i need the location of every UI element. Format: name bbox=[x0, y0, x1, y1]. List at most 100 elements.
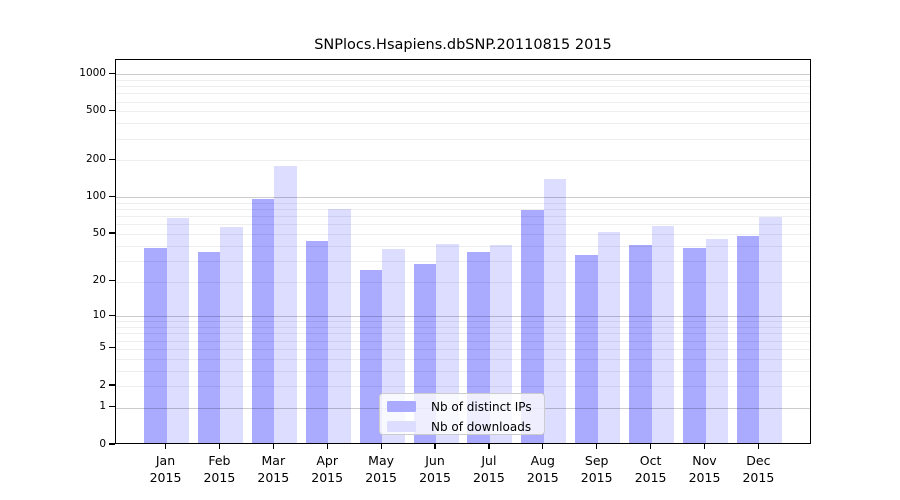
gridline-major-10 bbox=[116, 316, 810, 318]
gridline-minor-800 bbox=[116, 86, 810, 88]
gridline-minor-3 bbox=[116, 370, 810, 372]
x-tick-month-apr: Apr bbox=[316, 453, 338, 468]
plot-area bbox=[115, 59, 811, 444]
gridline-minor-70 bbox=[116, 216, 810, 218]
bar-mar-distinct-ips bbox=[251, 199, 275, 443]
x-tick-year-jan: 2015 bbox=[149, 470, 182, 485]
gridline-minor-6 bbox=[116, 340, 810, 342]
bar-nov-distinct-ips bbox=[683, 247, 706, 443]
x-tick-mark-aug bbox=[542, 444, 544, 449]
y-tick-mark-0 bbox=[109, 443, 115, 445]
legend-label-downloads: Nb of downloads bbox=[431, 419, 532, 434]
x-tick-mark-mar bbox=[272, 444, 274, 449]
x-tick-label-jun: Jun 2015 bbox=[405, 452, 465, 486]
bar-mar-downloads bbox=[274, 166, 297, 443]
x-tick-year-jun: 2015 bbox=[419, 470, 451, 485]
gridline-minor-50 bbox=[116, 234, 810, 235]
x-tick-label-dec: Dec 2015 bbox=[728, 452, 788, 486]
gridline-minor-400 bbox=[116, 123, 810, 125]
bar-aug-downloads bbox=[543, 178, 567, 443]
x-tick-label-apr: Apr 2015 bbox=[297, 452, 357, 486]
bar-feb-downloads bbox=[220, 226, 243, 443]
bar-oct-downloads bbox=[651, 226, 675, 443]
legend: Nb of distinct IPs Nb of downloads bbox=[379, 393, 545, 435]
gridline-minor-600 bbox=[116, 101, 810, 103]
bar-feb-distinct-ips bbox=[197, 252, 221, 443]
bar-aug-distinct-ips bbox=[521, 209, 544, 443]
y-tick-label-10: 10 bbox=[92, 308, 106, 321]
y-tick-mark-20 bbox=[109, 280, 115, 282]
legend-swatch-distinct-ips bbox=[387, 401, 416, 412]
legend-item-downloads: Nb of downloads bbox=[380, 418, 544, 435]
y-tick-mark-1 bbox=[109, 406, 115, 408]
y-tick-mark-500 bbox=[109, 109, 115, 111]
x-tick-month-aug: Aug bbox=[530, 453, 555, 468]
y-tick-label-0: 0 bbox=[99, 437, 106, 450]
gridline-minor-700 bbox=[116, 93, 810, 95]
x-tick-mark-apr bbox=[326, 444, 328, 449]
x-tick-year-oct: 2015 bbox=[634, 470, 667, 485]
gridline-minor-900 bbox=[116, 79, 810, 81]
chart-title: SNPlocs.Hsapiens.dbSNP.20110815 2015 bbox=[314, 37, 612, 53]
legend-item-distinct-ips: Nb of distinct IPs bbox=[380, 398, 544, 415]
x-tick-year-dec: 2015 bbox=[742, 470, 775, 485]
x-tick-mark-sep bbox=[596, 444, 598, 449]
y-tick-label-200: 200 bbox=[85, 152, 106, 165]
y-tick-mark-5 bbox=[109, 347, 115, 349]
gridline-minor-20 bbox=[116, 281, 810, 283]
x-tick-label-aug: Aug 2015 bbox=[513, 452, 573, 486]
y-tick-label-500: 500 bbox=[85, 103, 106, 116]
bar-may-distinct-ips bbox=[359, 270, 383, 443]
x-tick-mark-nov bbox=[703, 444, 706, 449]
x-tick-label-may: May 2015 bbox=[351, 452, 411, 486]
y-tick-label-20: 20 bbox=[92, 274, 106, 287]
bar-dec-downloads bbox=[759, 217, 782, 443]
legend-swatch-downloads bbox=[387, 421, 416, 432]
y-tick-mark-2 bbox=[109, 384, 115, 386]
gridline-minor-2 bbox=[116, 386, 810, 387]
x-tick-month-may: May bbox=[368, 453, 395, 468]
x-tick-month-oct: Oct bbox=[639, 453, 662, 468]
bar-nov-downloads bbox=[705, 238, 728, 443]
y-tick-mark-10 bbox=[109, 314, 115, 316]
x-tick-mark-jan bbox=[164, 444, 167, 449]
x-tick-mark-jul bbox=[488, 444, 490, 449]
gridline-minor-80 bbox=[116, 209, 810, 211]
x-tick-year-sep: 2015 bbox=[580, 470, 613, 485]
y-tick-label-2: 2 bbox=[99, 378, 106, 391]
x-tick-label-nov: Nov 2015 bbox=[675, 452, 735, 486]
y-tick-mark-1000 bbox=[109, 72, 115, 74]
gridline-minor-90 bbox=[116, 202, 810, 204]
bar-jan-distinct-ips bbox=[144, 247, 167, 443]
x-tick-month-nov: Nov bbox=[692, 453, 717, 468]
x-tick-mark-dec bbox=[757, 444, 760, 449]
x-tick-month-jun: Jun bbox=[425, 453, 445, 468]
gridline-minor-7 bbox=[116, 333, 810, 335]
gridline-minor-500 bbox=[116, 111, 810, 113]
x-tick-label-feb: Feb 2015 bbox=[189, 452, 249, 486]
x-tick-month-sep: Sep bbox=[584, 453, 609, 468]
bar-dec-distinct-ips bbox=[736, 236, 760, 443]
x-tick-label-mar: Mar 2015 bbox=[243, 452, 303, 486]
y-tick-label-1000: 1000 bbox=[79, 66, 106, 79]
gridline-minor-9 bbox=[116, 321, 810, 323]
x-tick-month-feb: Feb bbox=[208, 453, 231, 468]
legend-label-distinct-ips: Nb of distinct IPs bbox=[431, 399, 532, 414]
x-tick-label-jan: Jan 2015 bbox=[136, 452, 196, 486]
gridline-minor-60 bbox=[116, 224, 810, 226]
bar-jan-downloads bbox=[166, 218, 189, 443]
gridline-minor-40 bbox=[116, 245, 810, 247]
x-tick-month-mar: Mar bbox=[261, 453, 286, 468]
bar-sep-distinct-ips bbox=[575, 255, 598, 443]
x-tick-month-dec: Dec bbox=[746, 453, 771, 468]
y-tick-mark-200 bbox=[109, 158, 115, 160]
bar-sep-downloads bbox=[597, 232, 621, 443]
x-tick-mark-jun bbox=[434, 444, 436, 449]
x-tick-label-sep: Sep 2015 bbox=[567, 452, 627, 486]
gridline-minor-300 bbox=[116, 138, 810, 140]
x-tick-mark-oct bbox=[649, 444, 652, 449]
gridline-minor-5 bbox=[116, 348, 810, 350]
gridline-major-100 bbox=[116, 197, 810, 199]
gridline-minor-200 bbox=[116, 160, 810, 162]
x-tick-label-jul: Jul 2015 bbox=[459, 452, 519, 486]
